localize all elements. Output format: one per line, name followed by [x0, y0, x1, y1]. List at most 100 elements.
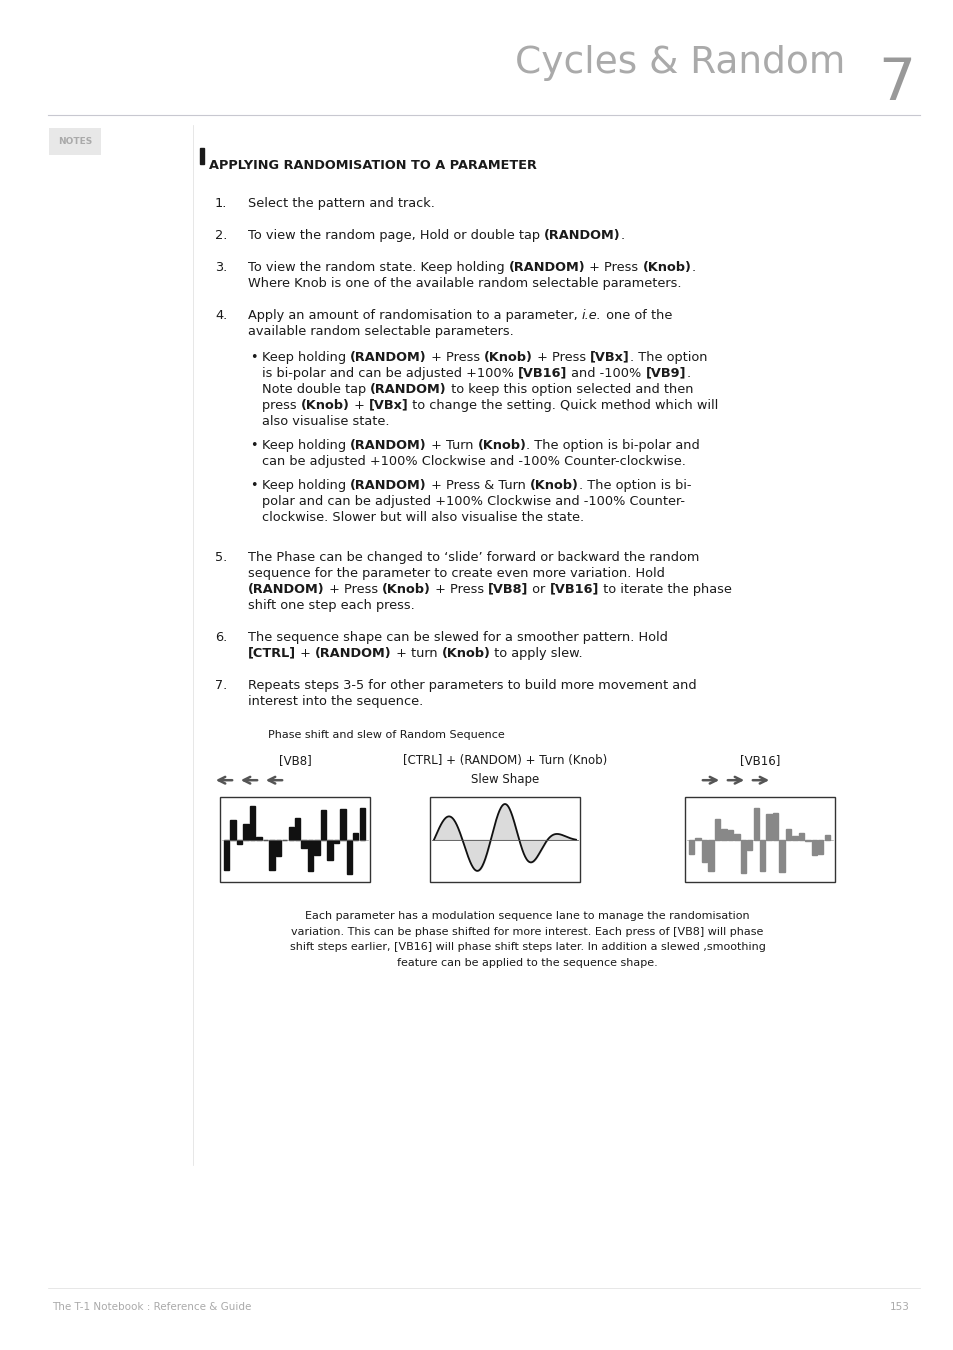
Text: 6.: 6.	[214, 630, 227, 644]
Bar	[772, 813, 778, 840]
Bar	[714, 819, 720, 840]
Text: (RANDOM): (RANDOM)	[350, 479, 426, 491]
Text: to iterate the phase: to iterate the phase	[598, 583, 731, 595]
Text: .: .	[620, 230, 624, 242]
Text: Apply an amount of randomisation to a parameter,: Apply an amount of randomisation to a pa…	[248, 309, 581, 323]
Bar	[200, 148, 204, 163]
Text: (Knob): (Knob)	[477, 439, 526, 452]
Text: The T-1 Notebook : Reference & Guide: The T-1 Notebook : Reference & Guide	[52, 1301, 251, 1312]
Bar	[340, 809, 345, 840]
Text: [VBx]: [VBx]	[368, 398, 408, 412]
Text: Each parameter has a modulation sequence lane to manage the randomisation: Each parameter has a modulation sequence…	[305, 911, 749, 921]
Bar	[779, 840, 784, 872]
Text: .: .	[691, 261, 695, 274]
Bar	[740, 840, 745, 872]
Bar	[798, 833, 803, 840]
Bar	[308, 840, 313, 871]
Text: available random selectable parameters.: available random selectable parameters.	[248, 325, 514, 339]
Text: •: •	[250, 479, 257, 491]
Text: [CTRL] + (RANDOM) + Turn (Knob): [CTRL] + (RANDOM) + Turn (Knob)	[402, 755, 606, 767]
Text: clockwise. Slower but will also visualise the state.: clockwise. Slower but will also visualis…	[262, 510, 583, 524]
Text: variation. This can be phase shifted for more interest. Each press of [VB8] will: variation. This can be phase shifted for…	[291, 926, 763, 937]
Bar	[314, 840, 319, 855]
Text: . The option is bi-polar and: . The option is bi-polar and	[526, 439, 700, 452]
Bar	[256, 837, 261, 840]
Text: Note double tap: Note double tap	[262, 383, 370, 396]
Bar	[753, 807, 759, 840]
Text: (Knob): (Knob)	[300, 398, 349, 412]
Bar	[236, 840, 242, 844]
Bar	[727, 830, 732, 840]
Text: (Knob): (Knob)	[529, 479, 578, 491]
Text: + Press: + Press	[585, 261, 642, 274]
Text: 153: 153	[889, 1301, 909, 1312]
Bar	[823, 836, 829, 840]
Text: The Phase can be changed to ‘slide’ forward or backward the random: The Phase can be changed to ‘slide’ forw…	[248, 551, 699, 564]
Text: Slew Shape: Slew Shape	[471, 774, 538, 786]
Bar	[430, 798, 579, 882]
Text: •: •	[250, 351, 257, 363]
Bar	[327, 840, 333, 860]
Bar	[231, 819, 235, 840]
Bar	[695, 837, 700, 840]
Text: to keep this option selected and then: to keep this option selected and then	[446, 383, 693, 396]
Text: 4.: 4.	[214, 309, 227, 323]
Text: + Turn: + Turn	[426, 439, 477, 452]
Text: + turn: + turn	[392, 647, 441, 660]
Text: 1.: 1.	[214, 197, 227, 211]
Bar	[269, 840, 274, 871]
Text: (Knob): (Knob)	[642, 261, 691, 274]
Text: (RANDOM): (RANDOM)	[314, 647, 392, 660]
Text: or: or	[528, 583, 549, 595]
Bar	[294, 818, 300, 840]
Text: press: press	[262, 398, 300, 412]
Bar	[734, 834, 739, 840]
Text: (RANDOM): (RANDOM)	[350, 439, 426, 452]
Bar	[760, 840, 764, 871]
Text: + Press: + Press	[426, 351, 483, 363]
Bar	[220, 798, 370, 882]
Text: 7: 7	[877, 55, 914, 112]
Text: i.e.: i.e.	[581, 309, 601, 323]
Text: 2.: 2.	[214, 230, 227, 242]
Bar	[818, 840, 822, 855]
Text: Keep holding: Keep holding	[262, 351, 350, 363]
Text: [VB16]: [VB16]	[517, 367, 567, 379]
Text: polar and can be adjusted +100% Clockwise and -100% Counter-: polar and can be adjusted +100% Clockwis…	[262, 495, 684, 508]
Text: [VB8]: [VB8]	[278, 755, 311, 767]
Text: to apply slew.: to apply slew.	[490, 647, 582, 660]
Text: + Press: + Press	[431, 583, 488, 595]
Text: feature can be applied to the sequence shape.: feature can be applied to the sequence s…	[396, 958, 658, 968]
Text: Select the pattern and track.: Select the pattern and track.	[248, 197, 435, 211]
Text: [VB9]: [VB9]	[645, 367, 685, 379]
Bar	[301, 840, 307, 848]
Bar	[688, 840, 694, 855]
Text: Phase shift and slew of Random Sequence: Phase shift and slew of Random Sequence	[268, 730, 504, 740]
Text: To view the random page, Hold or double tap: To view the random page, Hold or double …	[248, 230, 543, 242]
Bar	[243, 824, 249, 840]
Text: . The option is bi-: . The option is bi-	[578, 479, 691, 491]
Bar	[791, 836, 797, 840]
Text: shift steps earlier, [VB16] will phase shift steps later. In addition a slewed ,: shift steps earlier, [VB16] will phase s…	[290, 942, 764, 952]
Text: (RANDOM): (RANDOM)	[543, 230, 620, 242]
Text: + Press: + Press	[324, 583, 381, 595]
Text: +: +	[349, 398, 368, 412]
Text: one of the: one of the	[601, 309, 671, 323]
Bar	[811, 840, 816, 855]
Bar	[746, 840, 752, 850]
Text: is bi-polar and can be adjusted +100%: is bi-polar and can be adjusted +100%	[262, 367, 517, 379]
Text: Where Knob is one of the available random selectable parameters.: Where Knob is one of the available rando…	[248, 277, 680, 290]
Text: (RANDOM): (RANDOM)	[248, 583, 324, 595]
Bar	[701, 840, 706, 861]
Text: Cycles & Random: Cycles & Random	[515, 45, 844, 81]
Bar	[684, 798, 834, 882]
Text: Keep holding: Keep holding	[262, 439, 350, 452]
Text: Repeats steps 3-5 for other parameters to build more movement and: Repeats steps 3-5 for other parameters t…	[248, 679, 696, 691]
Text: shift one step each press.: shift one step each press.	[248, 599, 415, 612]
Text: .: .	[685, 367, 690, 379]
Text: Keep holding: Keep holding	[262, 479, 350, 491]
Text: 7.: 7.	[214, 679, 227, 691]
Bar	[288, 828, 294, 840]
Text: also visualise state.: also visualise state.	[262, 414, 389, 428]
Text: can be adjusted +100% Clockwise and -100% Counter-clockwise.: can be adjusted +100% Clockwise and -100…	[262, 455, 685, 468]
